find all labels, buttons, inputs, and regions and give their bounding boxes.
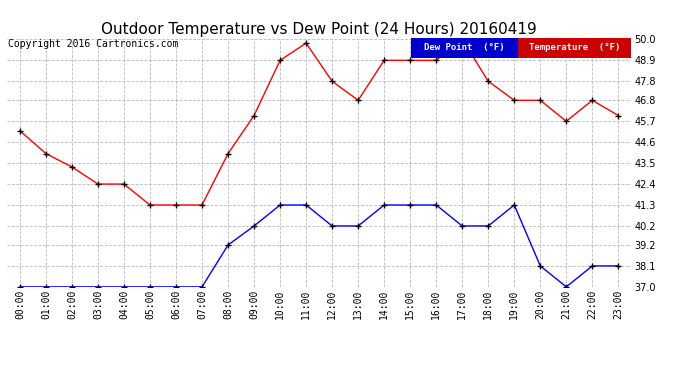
Text: Dew Point  (°F): Dew Point (°F) [424,44,504,52]
Text: Copyright 2016 Cartronics.com: Copyright 2016 Cartronics.com [8,39,179,50]
Text: Temperature  (°F): Temperature (°F) [529,44,620,52]
Title: Outdoor Temperature vs Dew Point (24 Hours) 20160419: Outdoor Temperature vs Dew Point (24 Hou… [101,22,537,37]
